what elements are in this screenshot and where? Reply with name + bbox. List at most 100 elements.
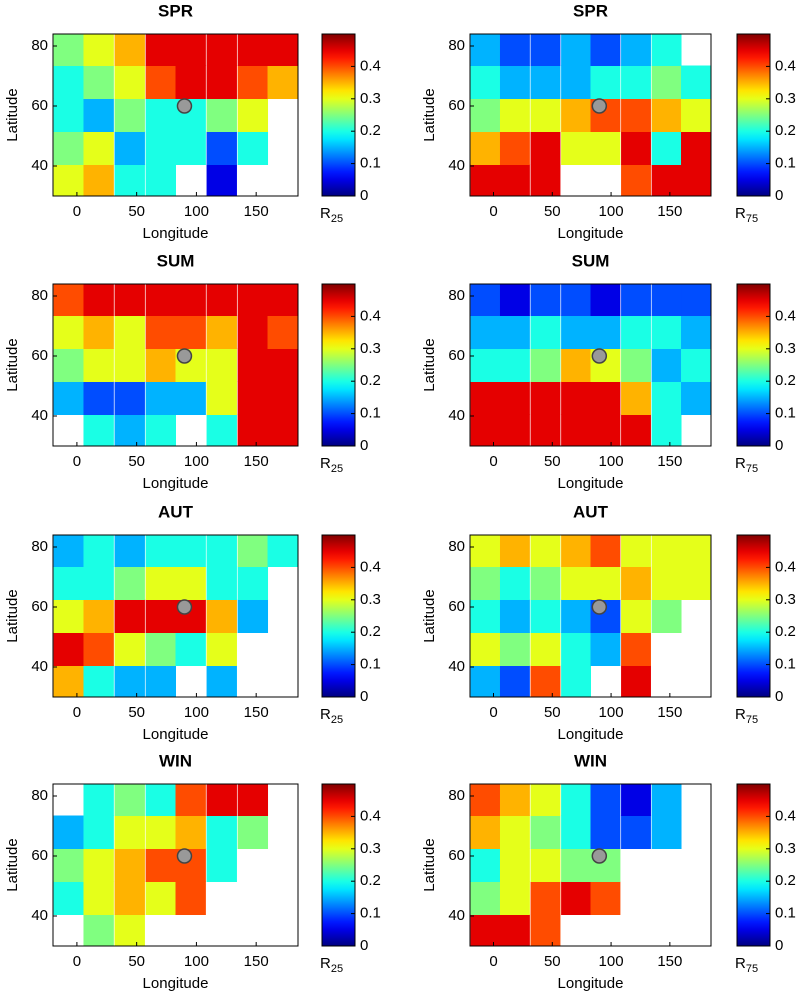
colorbar-label-sub: 25 [331,213,343,225]
cell [145,881,176,915]
cell [470,315,501,349]
x-tick-label: 150 [244,453,269,470]
colorbar-label-sub: 75 [746,213,758,225]
y-tick-label: 80 [448,538,465,555]
cell [237,348,269,382]
cell [53,599,84,633]
cell [145,65,176,99]
colorbar-tick-label: 0.4 [360,807,381,824]
cell [206,414,237,446]
cell [83,815,114,849]
cell [175,784,206,816]
y-axis-label: Latitude [421,88,438,141]
y-tick-label: 80 [448,37,465,54]
cell [470,414,501,446]
colorbar-tick-label: 0 [360,187,368,204]
x-axis-label: Longitude [558,726,624,743]
cell [83,566,114,600]
cell [53,65,84,99]
cell [145,535,176,567]
cell [83,599,114,633]
cells [53,284,298,446]
x-tick-label: 150 [657,203,682,220]
cell [114,381,145,415]
cell [561,315,591,349]
y-tick-label: 60 [448,347,465,364]
site-marker [591,348,608,364]
cell [499,881,530,915]
cell [470,914,501,946]
cell [83,65,114,99]
colorbar-tick-label: 0.4 [775,57,796,74]
cell [53,348,84,382]
colorbar-tick-label: 0.4 [360,558,381,575]
site-marker [176,848,193,864]
cell [206,599,237,633]
cell [83,348,114,382]
cell [530,815,561,849]
cell [206,164,237,196]
cell [621,632,651,666]
cell [530,381,561,415]
cell [145,665,176,697]
cell [651,381,682,415]
x-tick-label: 150 [244,203,269,220]
cell [267,348,298,382]
panel-title: WIN [574,751,607,770]
cell [621,348,651,382]
axes-box [469,33,712,197]
y-axis-label: Latitude [4,589,21,642]
cell [470,131,501,165]
cell [530,348,561,382]
x-tick-label: 50 [128,203,145,220]
cell [621,164,651,196]
cell [530,284,561,316]
panel: SPR 0 50 100 150 40 60 80 Longitude Latitude 0 0.1 0… [4,1,381,241]
cell [53,284,84,316]
cell [83,131,114,165]
site-marker [176,599,193,615]
cell [145,784,176,816]
colorbar-tick-label: 0 [775,688,783,705]
cell [561,34,591,66]
cell [621,784,651,816]
cell [114,815,145,849]
cell [530,34,561,66]
colorbar-tick-label: 0.2 [360,872,381,889]
cell [499,164,530,196]
cell [237,98,269,132]
cell [267,535,298,567]
cell [83,414,114,446]
cell [470,784,501,816]
cell [114,164,145,196]
colorbar-tick-label: 0.2 [360,623,381,640]
cell [175,566,206,600]
colorbar-tick-label: 0.1 [360,905,381,922]
cell [145,848,176,882]
y-axis-label: Latitude [421,589,438,642]
cell [470,164,501,196]
cell [561,665,591,697]
cell [590,815,621,849]
panel-title: AUT [573,502,609,521]
cell [237,784,269,816]
x-axis-label: Longitude [143,225,209,242]
x-tick-label: 100 [184,704,209,721]
cell [83,98,114,132]
cell [530,784,561,816]
cell [651,815,682,849]
axes-box [469,783,712,947]
x-tick-label: 150 [244,704,269,721]
cell [145,34,176,66]
cell [145,164,176,196]
cell [83,848,114,882]
colorbar-label-base: R [735,706,746,723]
cell [470,665,501,697]
cell [206,65,237,99]
cell [530,881,561,915]
x-tick-label: 0 [73,953,81,970]
colorbar-tick-label: 0 [775,437,783,454]
cell [206,632,237,666]
cell [651,566,682,600]
